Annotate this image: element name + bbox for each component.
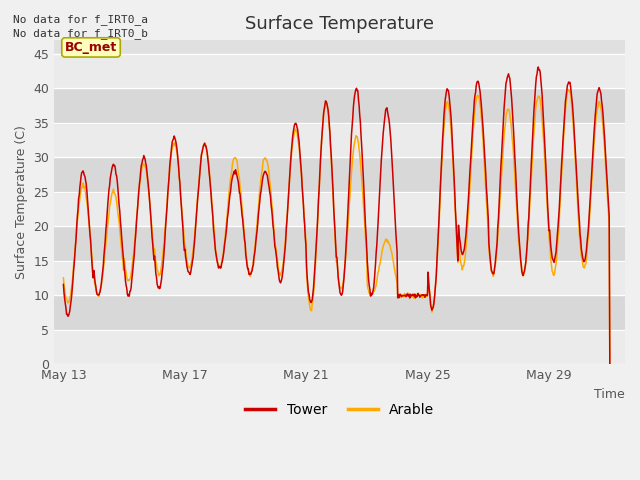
Legend: Tower, Arable: Tower, Arable [239, 397, 440, 422]
Y-axis label: Surface Temperature (C): Surface Temperature (C) [15, 125, 28, 279]
Bar [54, 157, 625, 192]
Bar [54, 192, 625, 227]
Bar [54, 261, 625, 295]
Bar [54, 88, 625, 123]
Bar [54, 227, 625, 261]
Title: Surface Temperature: Surface Temperature [245, 15, 434, 33]
Bar [54, 123, 625, 157]
Text: No data for f_IRT0_a
No data for f_IRT0_b: No data for f_IRT0_a No data for f_IRT0_… [13, 14, 148, 39]
Bar [54, 295, 625, 330]
X-axis label: Time: Time [595, 388, 625, 401]
Bar [54, 54, 625, 88]
Text: BC_met: BC_met [65, 41, 117, 54]
Bar [54, 330, 625, 364]
